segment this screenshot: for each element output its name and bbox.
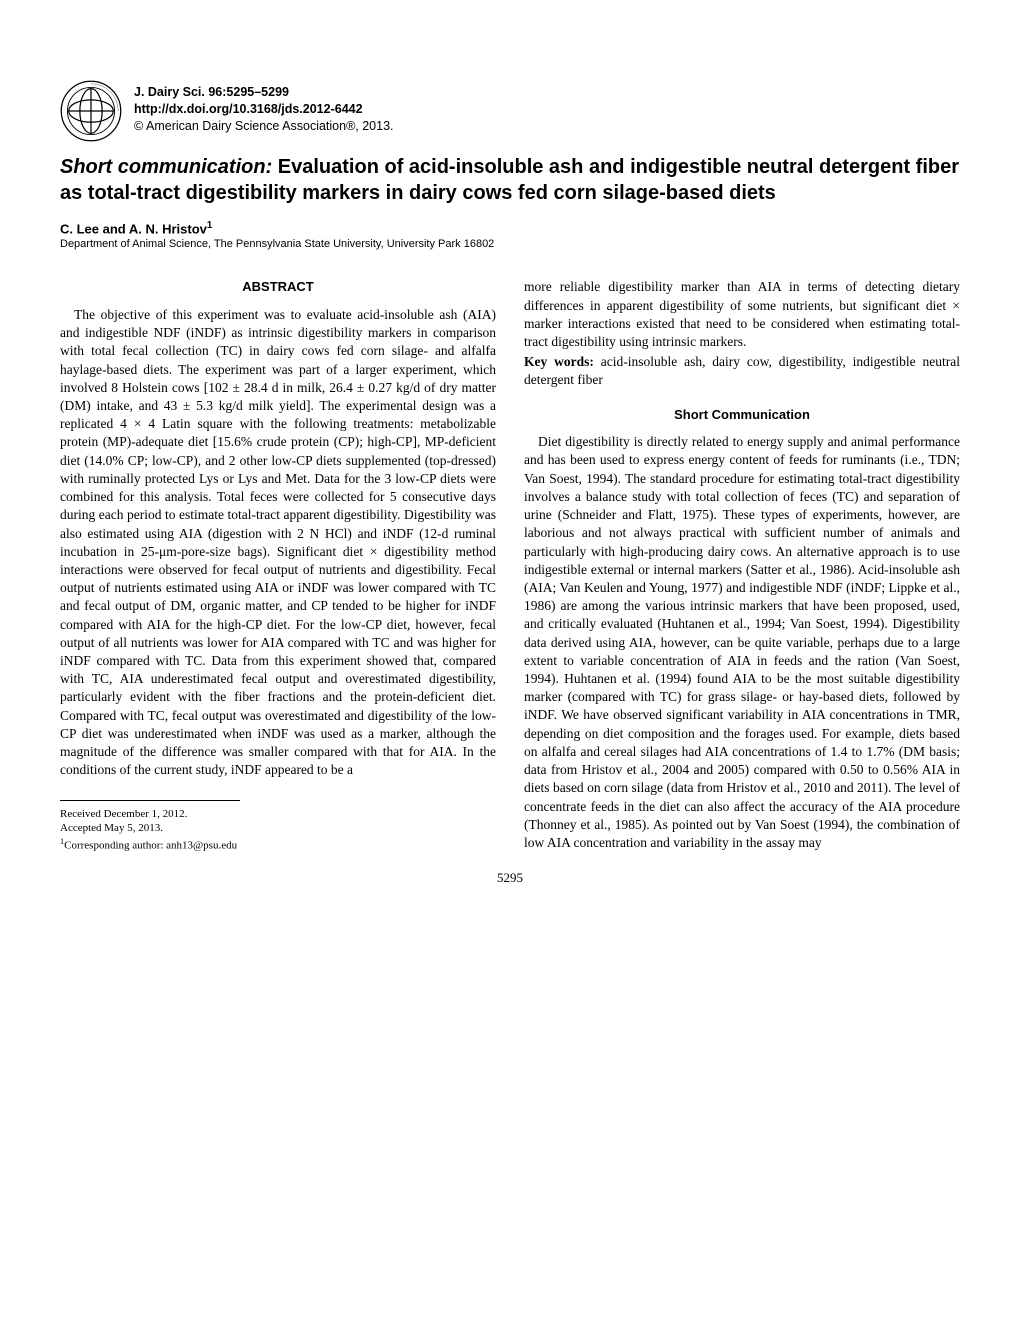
journal-logo [60, 80, 122, 142]
left-column: ABSTRACT The objective of this experimen… [60, 278, 496, 853]
authors-line: C. Lee and A. N. Hristov1 [60, 220, 960, 236]
short-communication-heading: Short Communication [524, 406, 960, 424]
keywords-line: Key words: acid-insoluble ash, dairy cow… [524, 353, 960, 389]
header-meta: J. Dairy Sci. 96:5295–5299 http://dx.doi… [60, 80, 960, 142]
body-text: Diet digestibility is directly related t… [524, 433, 960, 852]
abstract-text: The objective of this experiment was to … [60, 306, 496, 780]
received-date: Received December 1, 2012. [60, 807, 240, 822]
footnotes-block: Received December 1, 2012. Accepted May … [60, 800, 240, 854]
page-number: 5295 [60, 870, 960, 886]
journal-metadata: J. Dairy Sci. 96:5295–5299 http://dx.doi… [134, 80, 394, 135]
journal-citation: J. Dairy Sci. 96:5295–5299 [134, 84, 394, 101]
corresponding-author: 1Corresponding author: anh13@psu.edu [60, 836, 240, 854]
title-prefix: Short communication: [60, 156, 272, 178]
author-superscript: 1 [207, 220, 212, 231]
keywords-label: Key words: [524, 354, 594, 369]
affiliation: Department of Animal Science, The Pennsy… [60, 238, 960, 250]
author-names: C. Lee and A. N. Hristov [60, 221, 207, 236]
doi-link[interactable]: http://dx.doi.org/10.3168/jds.2012-6442 [134, 101, 394, 118]
article-title: Short communication: Evaluation of acid-… [60, 154, 960, 206]
copyright-notice: © American Dairy Science Association®, 2… [134, 118, 394, 135]
abstract-continuation: more reliable digestibility marker than … [524, 278, 960, 351]
right-column: more reliable digestibility marker than … [524, 278, 960, 853]
abstract-heading: ABSTRACT [60, 278, 496, 296]
two-column-layout: ABSTRACT The objective of this experimen… [60, 278, 960, 853]
accepted-date: Accepted May 5, 2013. [60, 821, 240, 836]
